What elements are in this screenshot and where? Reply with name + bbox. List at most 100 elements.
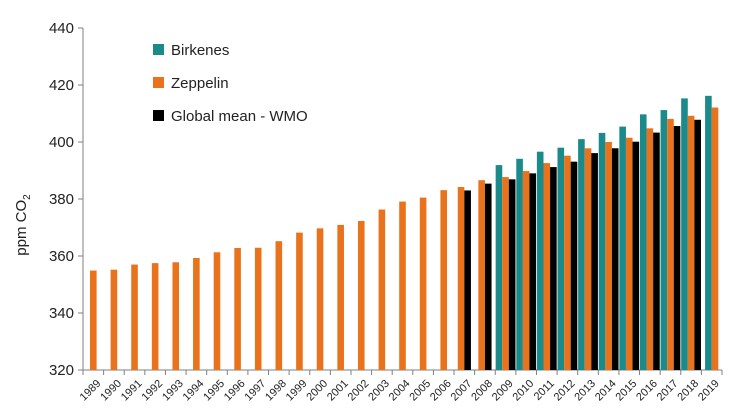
x-tick-label: 1997	[243, 378, 269, 404]
x-tick-label: 1992	[139, 378, 165, 404]
x-tick-label: 2008	[469, 378, 495, 404]
x-tick-label: 1995	[201, 378, 227, 404]
x-tick-label: 2019	[696, 378, 722, 404]
bar-zeppelin-2005	[419, 197, 427, 370]
bar-global-mean-wmo-2014	[611, 148, 619, 370]
bar-birkenes-2018	[681, 98, 688, 370]
x-tick-label: 2002	[346, 378, 372, 404]
x-tick-label: 1994	[181, 378, 207, 404]
x-tick-label: 2005	[407, 378, 433, 404]
y-axis-label: ppm CO2	[13, 194, 33, 256]
bar-zeppelin-2008	[478, 180, 485, 370]
legend-swatch	[153, 44, 164, 55]
x-tick-label: 2003	[366, 378, 392, 404]
x-tick-label: 2000	[304, 378, 330, 404]
x-tick-label: 2012	[552, 378, 578, 404]
bar-zeppelin-1989	[90, 270, 97, 370]
y-tick-label: 440	[49, 20, 74, 37]
bar-birkenes-2015	[619, 126, 626, 370]
bar-zeppelin-2012	[564, 155, 571, 370]
x-tick-label: 2017	[655, 378, 681, 404]
x-tick-label: 1990	[98, 378, 124, 404]
bar-global-mean-wmo-2008	[484, 183, 492, 370]
legend-swatch	[153, 110, 164, 121]
x-tick-label: 1996	[222, 378, 248, 404]
x-tick-label: 2001	[325, 378, 351, 404]
bar-zeppelin-1993	[172, 262, 180, 370]
bar-birkenes-2014	[598, 132, 606, 370]
bar-zeppelin-2000	[316, 228, 324, 370]
bar-global-mean-wmo-2011	[550, 167, 557, 370]
bar-global-mean-wmo-2016	[653, 132, 660, 370]
bar-zeppelin-2018	[687, 115, 695, 370]
bar-zeppelin-1997	[254, 247, 262, 370]
bar-global-mean-wmo-2009	[508, 179, 516, 370]
bar-zeppelin-1998	[275, 241, 283, 370]
bar-zeppelin-1990	[110, 269, 118, 370]
bar-zeppelin-1994	[193, 258, 200, 370]
bar-zeppelin-2016	[646, 128, 654, 370]
x-tick-label: 2006	[428, 378, 454, 404]
bar-birkenes-2017	[660, 110, 668, 370]
bar-global-mean-wmo-2007	[464, 190, 471, 370]
y-tick-label: 420	[49, 77, 74, 94]
bar-zeppelin-1995	[213, 252, 221, 370]
bar-zeppelin-1999	[296, 232, 303, 370]
bar-global-mean-wmo-2017	[673, 126, 681, 370]
bar-zeppelin-2017	[667, 118, 674, 370]
bars	[90, 95, 719, 371]
x-tick-label: 1989	[78, 378, 104, 404]
bar-zeppelin-2019	[711, 107, 719, 370]
legend-label: Zeppelin	[171, 75, 229, 92]
bar-global-mean-wmo-2012	[570, 161, 578, 370]
y-axis-label-subscript: 2	[22, 194, 33, 200]
bar-zeppelin-1996	[234, 248, 241, 370]
y-tick-label: 380	[49, 191, 74, 208]
bar-zeppelin-1992	[151, 263, 159, 371]
legend: Birkenes Zeppelin Global mean - WMO	[153, 42, 308, 125]
bar-zeppelin-2003	[378, 209, 386, 370]
bar-global-mean-wmo-2018	[694, 119, 701, 371]
bar-birkenes-2019	[705, 95, 712, 370]
x-tick-label: 2007	[449, 378, 475, 404]
y-tick-label: 340	[49, 305, 74, 322]
x-tick-label: 1999	[284, 378, 310, 404]
y-tick-label: 400	[49, 134, 74, 151]
bar-zeppelin-2015	[625, 137, 633, 370]
bar-zeppelin-2002	[357, 220, 365, 370]
x-tick-label: 1991	[119, 378, 145, 404]
y-tick-label: 360	[49, 248, 74, 265]
bar-birkenes-2009	[495, 165, 503, 370]
y-tick-label: 320	[49, 362, 74, 379]
bar-zeppelin-2004	[399, 201, 406, 370]
bar-zeppelin-2007	[457, 187, 465, 370]
bar-zeppelin-2009	[502, 177, 509, 370]
bar-birkenes-2010	[516, 158, 523, 370]
x-tick-label: 2010	[511, 378, 537, 404]
bar-global-mean-wmo-2013	[591, 153, 598, 370]
bar-birkenes-2012	[557, 147, 565, 370]
x-tick-label: 2015	[614, 378, 640, 404]
bar-zeppelin-2011	[543, 163, 551, 370]
x-tick-label: 1998	[263, 378, 289, 404]
legend-label: Global mean - WMO	[171, 108, 308, 125]
x-tick-label: 2014	[593, 378, 619, 404]
x-tick-label: 2016	[634, 378, 660, 404]
bar-zeppelin-2013	[584, 148, 592, 370]
bar-zeppelin-2010	[522, 171, 530, 370]
legend-label: Birkenes	[171, 42, 229, 59]
bar-global-mean-wmo-2015	[632, 141, 640, 370]
legend-swatch	[153, 77, 164, 88]
bar-global-mean-wmo-2010	[529, 173, 537, 370]
bar-zeppelin-1991	[131, 264, 138, 370]
bar-birkenes-2013	[578, 139, 585, 370]
x-tick-label: 2004	[387, 378, 413, 404]
x-tick-label: 1993	[160, 378, 186, 404]
bar-zeppelin-2014	[605, 142, 612, 370]
bar-birkenes-2016	[639, 114, 647, 370]
bar-birkenes-2011	[536, 151, 544, 370]
x-tick-label: 2009	[490, 378, 516, 404]
x-tick-label: 2011	[532, 378, 557, 403]
x-tick-label: 2013	[572, 378, 598, 404]
